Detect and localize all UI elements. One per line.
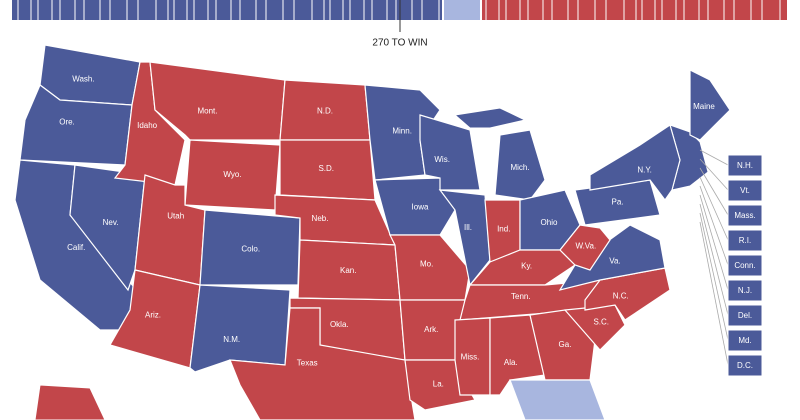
state-label: Ill. [464, 223, 472, 232]
state [494, 129, 546, 201]
state-label: Pa. [611, 198, 623, 207]
state-label: Miss. [461, 353, 480, 362]
state-label: Ariz. [145, 311, 161, 320]
state [438, 189, 491, 287]
state [109, 269, 201, 369]
state [589, 124, 681, 202]
state-label: Tenn. [511, 292, 531, 301]
state [529, 309, 596, 381]
state-box [727, 329, 763, 352]
state-box-label: D.C. [737, 361, 753, 370]
state-label: Mo. [420, 259, 433, 268]
state [559, 224, 611, 271]
state-label: Mich. [510, 163, 529, 172]
alaska [34, 384, 106, 420]
state [689, 69, 731, 141]
state-box-label: Del. [738, 311, 752, 320]
state-box-label: Mass. [734, 211, 755, 220]
state-box-label: Md. [738, 336, 751, 345]
state-label: Ark. [424, 325, 438, 334]
state-box-label: N.H. [737, 161, 753, 170]
leader-line [699, 167, 729, 216]
bar-undecided [444, 0, 480, 20]
state-label: Ore. [59, 118, 75, 127]
state-box-label: N.J. [738, 286, 752, 295]
state-label: Calif. [67, 243, 85, 252]
mich-up [453, 107, 527, 129]
leader-line [699, 194, 729, 291]
state-box-label: Conn. [734, 261, 755, 270]
state-label: S.C. [593, 318, 609, 327]
leader-line [699, 212, 729, 341]
state-box [727, 279, 763, 302]
state-label: Idaho [137, 121, 158, 130]
state-box [727, 304, 763, 327]
state [419, 114, 481, 191]
state-label: W.Va. [575, 241, 596, 250]
state-label: Wash. [72, 75, 94, 84]
state-label: Neb. [312, 214, 329, 223]
state [189, 284, 291, 373]
state-label: Ala. [504, 358, 518, 367]
state-box-label: R.I. [739, 236, 751, 245]
bar-dem [12, 0, 442, 20]
state-label: Maine [693, 102, 715, 111]
state-label: N.D. [317, 106, 333, 115]
state-label: Ind. [497, 224, 510, 233]
state-label: Nev. [103, 218, 119, 227]
state-label: Ky. [521, 261, 532, 270]
leader-line [699, 158, 729, 191]
state-label: N.Y. [637, 166, 652, 175]
state-box [727, 204, 763, 227]
state [374, 177, 456, 236]
state-label: Ohio [541, 218, 558, 227]
state-label: Utah [167, 212, 184, 221]
state-label: Wyo. [223, 170, 241, 179]
state-label: Okla. [330, 320, 349, 329]
leader-line [699, 203, 729, 316]
state-box [727, 254, 763, 277]
electoral-bar [12, 0, 787, 20]
state-box [727, 229, 763, 252]
leader-line [699, 176, 729, 241]
state-box [727, 354, 763, 377]
state-label: Va. [609, 256, 620, 265]
map: Wash. Ore. Calif. Nev. Idaho Mont. Wyo. Utah Col… [14, 44, 731, 420]
state-label: Wis. [434, 155, 450, 164]
leader-line [699, 221, 729, 366]
small-states: N.H. Vt. Mass. R.I. Conn. N.J. Del. Md. D.C. [699, 149, 763, 377]
state-label: S.D. [318, 164, 334, 173]
state-label: Kan. [340, 266, 356, 275]
state-label: La. [433, 379, 444, 388]
state-label: Mont. [197, 106, 217, 115]
leader-line [699, 185, 729, 266]
bar-rep [482, 0, 787, 20]
state [558, 224, 666, 291]
state-label: Minn. [392, 127, 412, 136]
state-label: Texas [297, 359, 318, 368]
state-label: Ga. [559, 340, 572, 349]
state-label: Iowa [412, 203, 429, 212]
state [509, 379, 606, 420]
state-box [727, 154, 763, 177]
state [454, 317, 491, 396]
state-label: Colo. [241, 245, 260, 254]
state-label: N.C. [613, 291, 629, 300]
win-label: 270 TO WIN [372, 38, 427, 49]
state-box-label: Vt. [740, 186, 750, 195]
leader-line [699, 149, 729, 166]
state-label: N.M. [223, 335, 240, 344]
state-box [727, 179, 763, 202]
